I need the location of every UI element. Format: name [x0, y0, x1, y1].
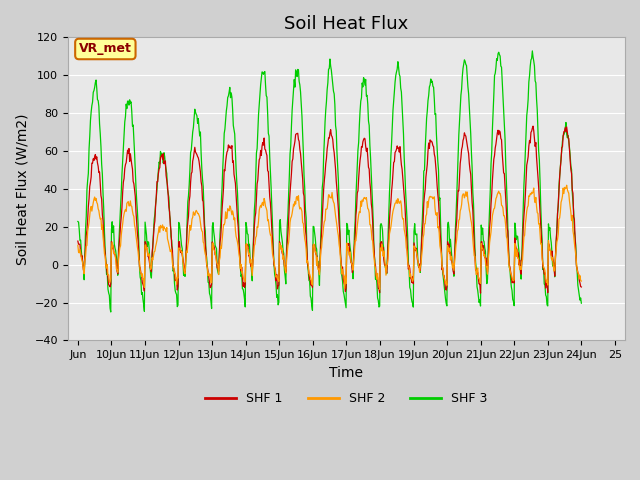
Y-axis label: Soil Heat Flux (W/m2): Soil Heat Flux (W/m2) [15, 113, 29, 264]
Text: VR_met: VR_met [79, 43, 132, 56]
Legend: SHF 1, SHF 2, SHF 3: SHF 1, SHF 2, SHF 3 [200, 387, 493, 410]
Title: Soil Heat Flux: Soil Heat Flux [284, 15, 408, 33]
X-axis label: Time: Time [330, 366, 364, 380]
